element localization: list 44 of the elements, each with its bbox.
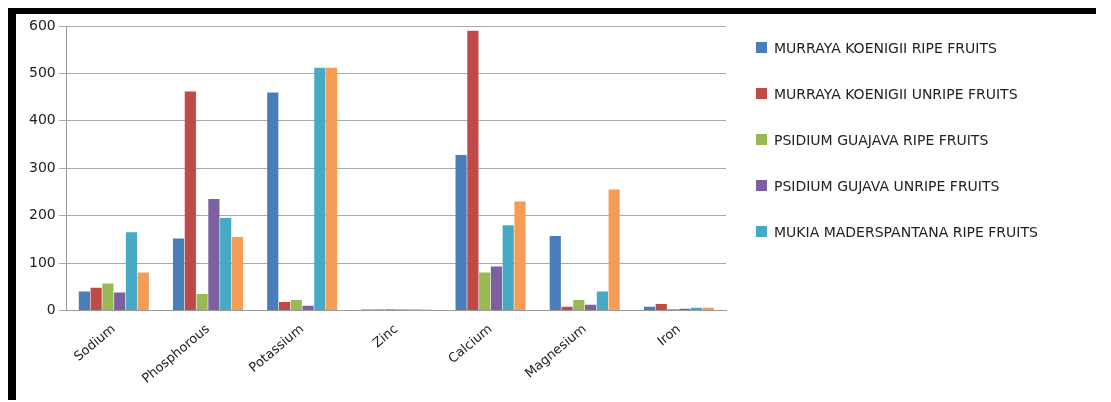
y-tick-label: 500 bbox=[28, 64, 56, 81]
bar bbox=[267, 92, 279, 311]
x-tick-label: Iron bbox=[654, 320, 684, 349]
bar bbox=[549, 236, 561, 311]
bar bbox=[231, 237, 244, 311]
legend-label: PSIDIUM GUJAVA UNRIPE FRUITS bbox=[774, 177, 1000, 196]
bar bbox=[137, 272, 149, 311]
bar bbox=[290, 300, 302, 311]
legend-label: MUKIA MADERSPANTANA RIPE FRUITS bbox=[774, 223, 1038, 242]
bar bbox=[172, 238, 185, 311]
bar bbox=[479, 272, 491, 311]
bar bbox=[102, 283, 114, 311]
bar bbox=[573, 300, 585, 311]
bar bbox=[514, 201, 526, 311]
y-tick-label: 400 bbox=[28, 111, 56, 128]
y-tick-label: 0 bbox=[46, 301, 56, 318]
bar bbox=[502, 225, 514, 311]
y-tick-label: 600 bbox=[28, 16, 56, 33]
legend-label: MURRAYA KOENIGII UNRIPE FRUITS bbox=[774, 85, 1018, 104]
legend-label: PSIDIUM GUAJAVA RIPE FRUITS bbox=[774, 131, 989, 150]
bar bbox=[125, 232, 138, 311]
y-tick-label: 200 bbox=[28, 206, 56, 223]
bar bbox=[220, 218, 232, 311]
y-tick-label: 300 bbox=[28, 158, 56, 175]
bar bbox=[326, 67, 338, 311]
bar bbox=[655, 303, 667, 311]
bar bbox=[208, 199, 220, 311]
bar bbox=[455, 154, 467, 311]
bar bbox=[561, 306, 573, 311]
bar bbox=[302, 305, 314, 311]
bar bbox=[608, 189, 620, 311]
bar bbox=[585, 304, 597, 311]
bar bbox=[184, 91, 196, 311]
bar bbox=[78, 291, 90, 311]
bar bbox=[278, 301, 291, 311]
bar bbox=[314, 67, 326, 311]
y-tick-label: 100 bbox=[28, 253, 56, 270]
bar bbox=[90, 287, 102, 311]
bar bbox=[467, 30, 479, 311]
bar bbox=[490, 266, 503, 311]
bar bbox=[196, 293, 208, 311]
bar bbox=[596, 291, 608, 311]
legend-label: MURRAYA KOENIGII RIPE FRUITS bbox=[774, 39, 997, 58]
bar bbox=[114, 292, 126, 311]
